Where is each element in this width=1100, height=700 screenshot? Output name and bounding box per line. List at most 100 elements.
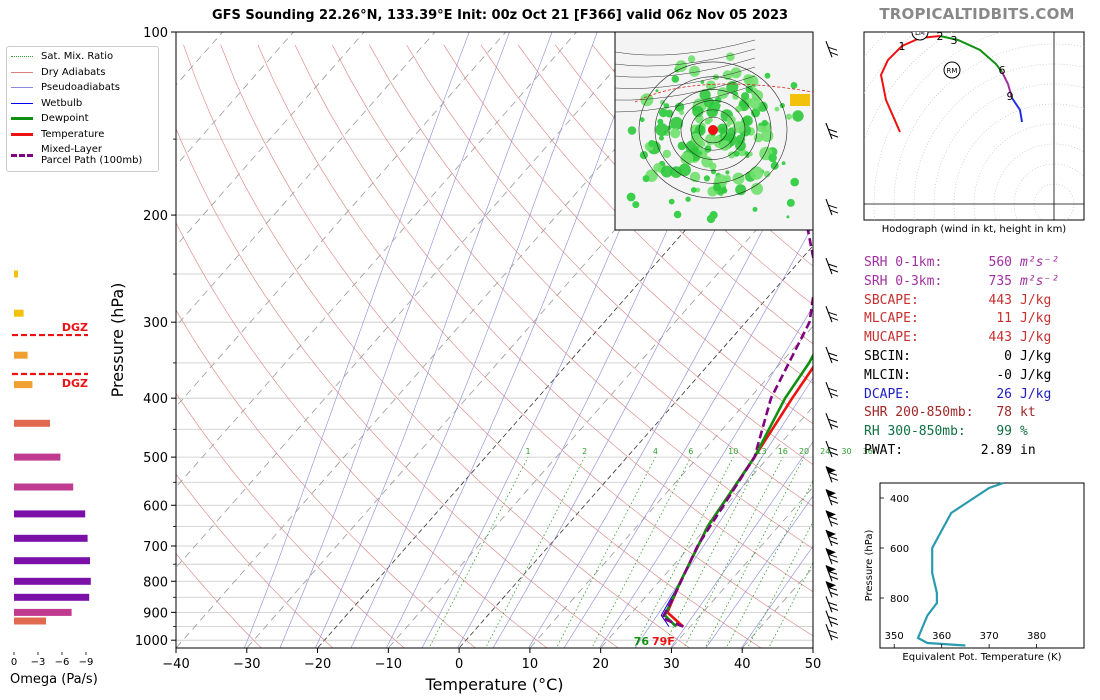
parameter-unit: J/kg: [1020, 386, 1052, 402]
hodograph-height-label: 1: [899, 40, 906, 53]
legend-item: Temperature: [11, 129, 104, 140]
hodograph-trace: [939, 35, 1003, 73]
x-tick-label: −30: [233, 657, 260, 672]
dry-adiabat-line: [369, 44, 813, 507]
parameter-value: 0 J/kg: [1004, 348, 1086, 367]
x-tick-label: 10: [522, 657, 539, 672]
dry-adiabat-line: [517, 44, 813, 345]
omega-bar: [14, 309, 24, 317]
parameter-label: SRH 0-1km:: [864, 255, 943, 270]
chart-title: GFS Sounding 22.26°N, 133.39°E Init: 00z…: [211, 8, 789, 23]
mixing-ratio-label: 1: [525, 447, 530, 456]
surface-dewpoint-label: 76: [634, 635, 650, 648]
y-axis-label: Pressure (hPa): [108, 283, 127, 398]
dry-adiabat-line: [176, 473, 334, 648]
parameter-unit: m²s⁻²: [1020, 273, 1060, 289]
mixing-ratio-line: [485, 456, 585, 648]
parameter-label: RH 300-850mb:: [864, 424, 966, 440]
theta-e-line: [916, 481, 1004, 647]
parameter-value: 26 J/kg: [996, 386, 1086, 405]
theta-e-x-tick-label: 350: [885, 631, 904, 642]
legend-swatch: [11, 102, 33, 104]
parameter-label: MLCAPE:: [864, 311, 919, 327]
parameter-number: 443: [988, 330, 1012, 346]
parameter-value: 11 J/kg: [996, 310, 1086, 329]
legend-label: Temperature: [41, 128, 105, 140]
theta-e-y-tick-label: 600: [890, 544, 909, 555]
pseudoadiabat-line: [315, 32, 553, 648]
omega-bar: [14, 577, 91, 585]
y-tick-label: 300: [143, 316, 168, 331]
mixing-ratio-line: [768, 561, 813, 648]
hodograph-frame: [863, 31, 1085, 221]
parameter-row: PWAT: 2.89 in: [864, 442, 1086, 461]
sounding-location-marker: [708, 125, 718, 135]
parameter-value: 443 J/kg: [989, 292, 1086, 311]
parameter-number: 443: [988, 292, 1012, 308]
parameter-number: -0: [996, 367, 1012, 383]
parameter-number: 735: [988, 273, 1012, 289]
dry-adiabat-line: [176, 309, 476, 648]
wind-barb: [825, 413, 839, 430]
legend-item: Dewpoint: [11, 113, 89, 124]
pseudoadiabat-line: [457, 32, 752, 648]
isotherm-line: [458, 245, 813, 648]
chart-legend: Sat. Mix. Ratio Dry Adiabats Pseudoadiabat…: [6, 46, 159, 172]
legend-item: Pseudoadiabats: [11, 82, 120, 93]
skewt-frame: [175, 31, 814, 649]
hodograph-height-label: 9: [1007, 90, 1014, 103]
parameter-number: 11: [996, 311, 1012, 327]
wind-barb: [825, 381, 839, 399]
storm-motion-marker: [943, 61, 961, 79]
mixing-ratio-line: [704, 456, 805, 648]
hodograph-trace: [1001, 71, 1013, 99]
mixing-ratio-line: [633, 456, 734, 648]
mixing-ratio-label: 20: [799, 447, 809, 456]
hodograph-trace: [1011, 97, 1023, 123]
x-tick-label: −40: [162, 657, 189, 672]
dry-adiabat-line: [220, 44, 762, 648]
legend-item: Dry Adiabats: [11, 67, 105, 78]
dry-adiabat-line: [443, 44, 813, 425]
legend-swatch: [11, 71, 33, 73]
mixing-ratio-label: 24: [820, 447, 830, 456]
parameter-row: SRH 0-1km: 560 m²s⁻²: [864, 254, 1086, 273]
omega-axis-label: Omega (Pa/s): [10, 672, 98, 687]
parameter-row: SBCAPE: 443 J/kg: [864, 292, 1086, 311]
parameter-value: 78 kt: [996, 404, 1086, 423]
x-tick-label: 30: [663, 657, 680, 672]
pseudoadiabat-line: [563, 224, 813, 648]
omega-x-tick-label: −9: [79, 657, 94, 668]
parameter-unit: J/kg: [1020, 367, 1052, 383]
parameter-unit: %: [1020, 424, 1028, 440]
legend-label: Mixed-Layer Parcel Path (100mb): [41, 144, 143, 166]
wind-barb: [825, 510, 839, 527]
omega-bar: [14, 608, 72, 616]
legend-item: Sat. Mix. Ratio: [11, 51, 113, 62]
mixing-ratio-line: [428, 456, 529, 648]
parameter-number: 26: [996, 386, 1012, 402]
x-tick-label: 50: [805, 657, 822, 672]
mixing-ratio-line: [662, 456, 762, 648]
dry-adiabat-line: [331, 44, 813, 550]
parameter-row: MLCAPE: 11 J/kg: [864, 310, 1086, 329]
dry-adiabat-line: [176, 127, 619, 648]
omega-bar: [14, 534, 88, 542]
mixing-ratio-label: 30: [841, 447, 851, 456]
parameter-row: RH 300-850mb: 99%: [864, 423, 1086, 442]
parcel-path-line: [661, 32, 813, 628]
omega-bar: [14, 381, 33, 389]
pseudoadiabat-line: [350, 32, 598, 648]
x-tick-label: 0: [455, 657, 463, 672]
omega-bar: [14, 419, 50, 427]
y-tick-label: 1000: [135, 634, 168, 649]
legend-swatch: [11, 56, 33, 57]
omega-x-tick-label: 0: [11, 657, 17, 668]
parameter-number: 0: [1004, 348, 1012, 364]
isotherm-line: [670, 486, 813, 648]
omega-x-tick-label: −6: [55, 657, 70, 668]
mixing-ratio-label: 2: [582, 447, 587, 456]
mixing-ratio-line: [683, 456, 784, 648]
hodograph-height-label: 2: [937, 30, 944, 43]
